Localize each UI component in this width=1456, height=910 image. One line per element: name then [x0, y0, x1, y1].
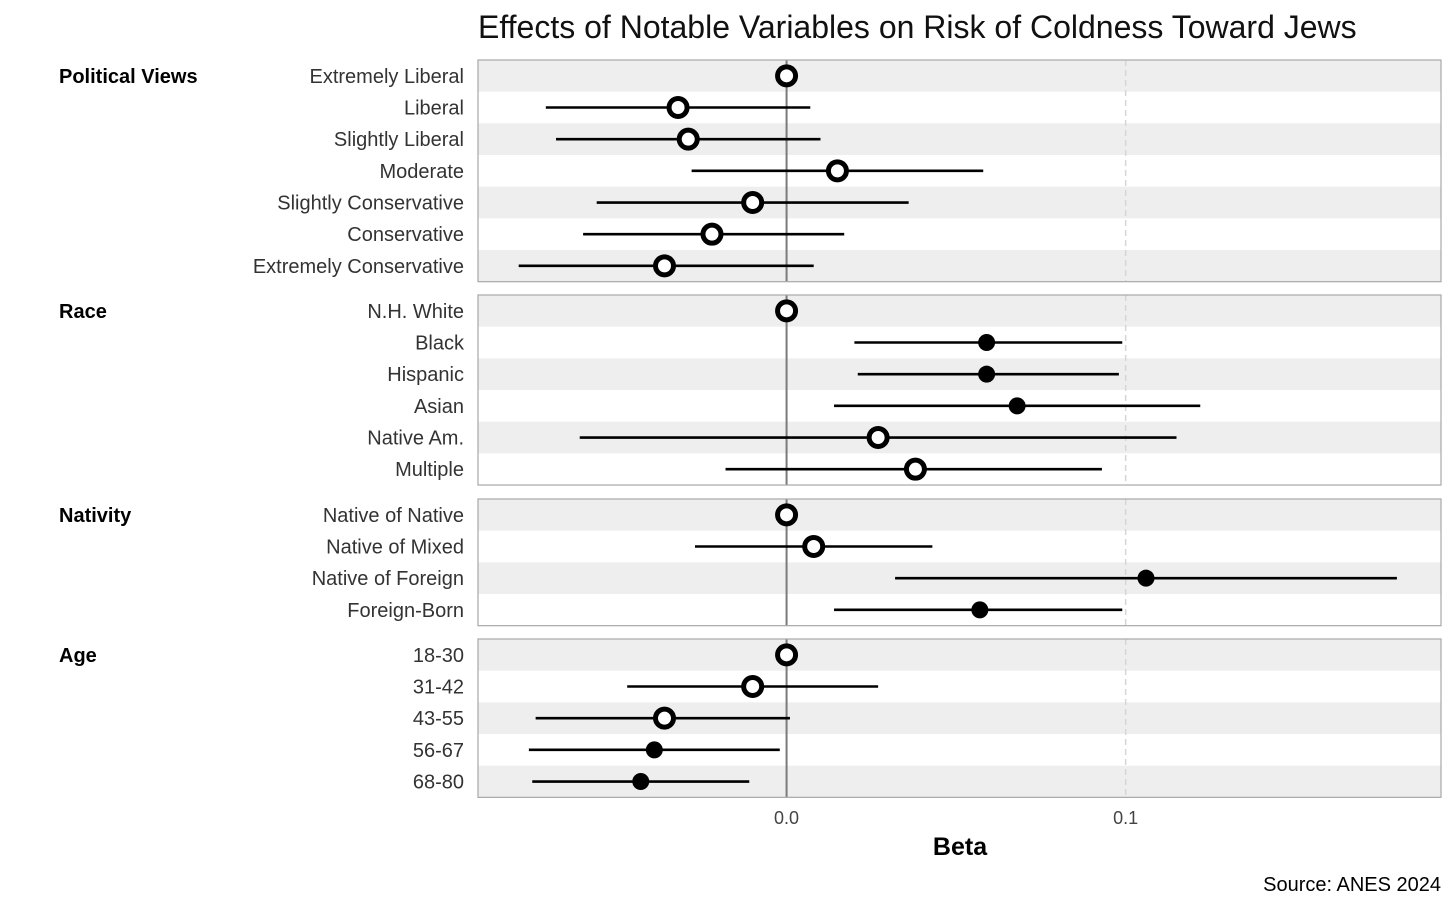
- point-estimate-filled: [978, 334, 996, 352]
- panel-3: Age 18-30 31-42 43-55 56-67 68-80: [59, 638, 1442, 798]
- point-estimate-hollow: [741, 675, 765, 699]
- point-estimate-hollow: [652, 706, 676, 730]
- row-label: 68-80: [413, 772, 464, 794]
- row-label: Foreign-Born: [347, 600, 464, 622]
- group-label: Nativity: [59, 505, 132, 527]
- panel-border: [477, 498, 1442, 627]
- panels-layer: Political Views Extremely Liberal Liberal S…: [59, 59, 1442, 798]
- x-axis: 0.0 0.1: [774, 808, 1138, 828]
- group-label: Race: [59, 301, 107, 323]
- row-band: [478, 295, 1441, 327]
- row-label: Hispanic: [387, 364, 464, 386]
- panel-border: [477, 59, 1442, 283]
- point-estimate-hollow: [866, 426, 890, 450]
- row-label: 43-55: [413, 708, 464, 730]
- point-estimate-hollow: [775, 643, 799, 667]
- panel-2: Nativity Native of Native Native of Mixed N…: [59, 498, 1442, 627]
- source-caption: Source: ANES 2024: [1263, 874, 1441, 896]
- row-label: Slightly Conservative: [277, 193, 464, 215]
- point-estimate-hollow: [903, 457, 927, 481]
- row-band: [478, 499, 1441, 531]
- point-estimate-hollow: [676, 127, 700, 151]
- panel-border: [477, 638, 1442, 798]
- point-estimate-hollow: [700, 222, 724, 246]
- x-tick-label: 0.0: [774, 808, 799, 828]
- row-label: Moderate: [380, 161, 465, 183]
- row-label: Extremely Conservative: [253, 256, 464, 278]
- row-label: Slightly Liberal: [334, 129, 464, 151]
- point-estimate-hollow: [775, 64, 799, 88]
- point-estimate-filled: [971, 601, 989, 619]
- point-estimate-filled: [1008, 397, 1026, 415]
- row-label: 18-30: [413, 645, 464, 667]
- point-estimate-hollow: [775, 299, 799, 323]
- row-label: Black: [415, 333, 465, 355]
- point-estimate-hollow: [741, 191, 765, 215]
- group-label: Political Views: [59, 66, 198, 88]
- point-estimate-hollow: [825, 159, 849, 183]
- row-label: N.H. White: [367, 301, 464, 323]
- x-axis-title: Beta: [933, 833, 988, 861]
- row-band: [478, 639, 1441, 671]
- point-estimate-hollow: [666, 96, 690, 120]
- row-label: 56-67: [413, 740, 464, 762]
- row-label: Multiple: [395, 459, 464, 481]
- panel-0: Political Views Extremely Liberal Liberal S…: [59, 59, 1442, 283]
- point-estimate-hollow: [775, 503, 799, 527]
- row-label: Asian: [414, 396, 464, 418]
- point-estimate-filled: [1137, 569, 1155, 587]
- point-estimate-hollow: [802, 535, 826, 559]
- row-label: 31-42: [413, 677, 464, 699]
- group-label: Age: [59, 645, 97, 667]
- panel-1: Race N.H. White Black Hispanic Asian Native A…: [59, 294, 1442, 486]
- row-label: Native of Mixed: [326, 537, 464, 559]
- point-estimate-filled: [645, 741, 663, 759]
- row-label: Native of Native: [323, 505, 464, 527]
- row-band: [478, 60, 1441, 92]
- chart-title: Effects of Notable Variables on Risk of …: [478, 9, 1357, 45]
- point-estimate-filled: [632, 773, 650, 791]
- row-label: Liberal: [404, 98, 464, 120]
- point-estimate-filled: [978, 365, 996, 383]
- x-tick-label: 0.1: [1113, 808, 1138, 828]
- row-label: Extremely Liberal: [309, 66, 464, 88]
- row-label: Conservative: [347, 224, 464, 246]
- row-label: Native of Foreign: [312, 568, 464, 590]
- point-estimate-hollow: [652, 254, 676, 278]
- row-label: Native Am.: [367, 428, 464, 450]
- panel-border: [477, 294, 1442, 486]
